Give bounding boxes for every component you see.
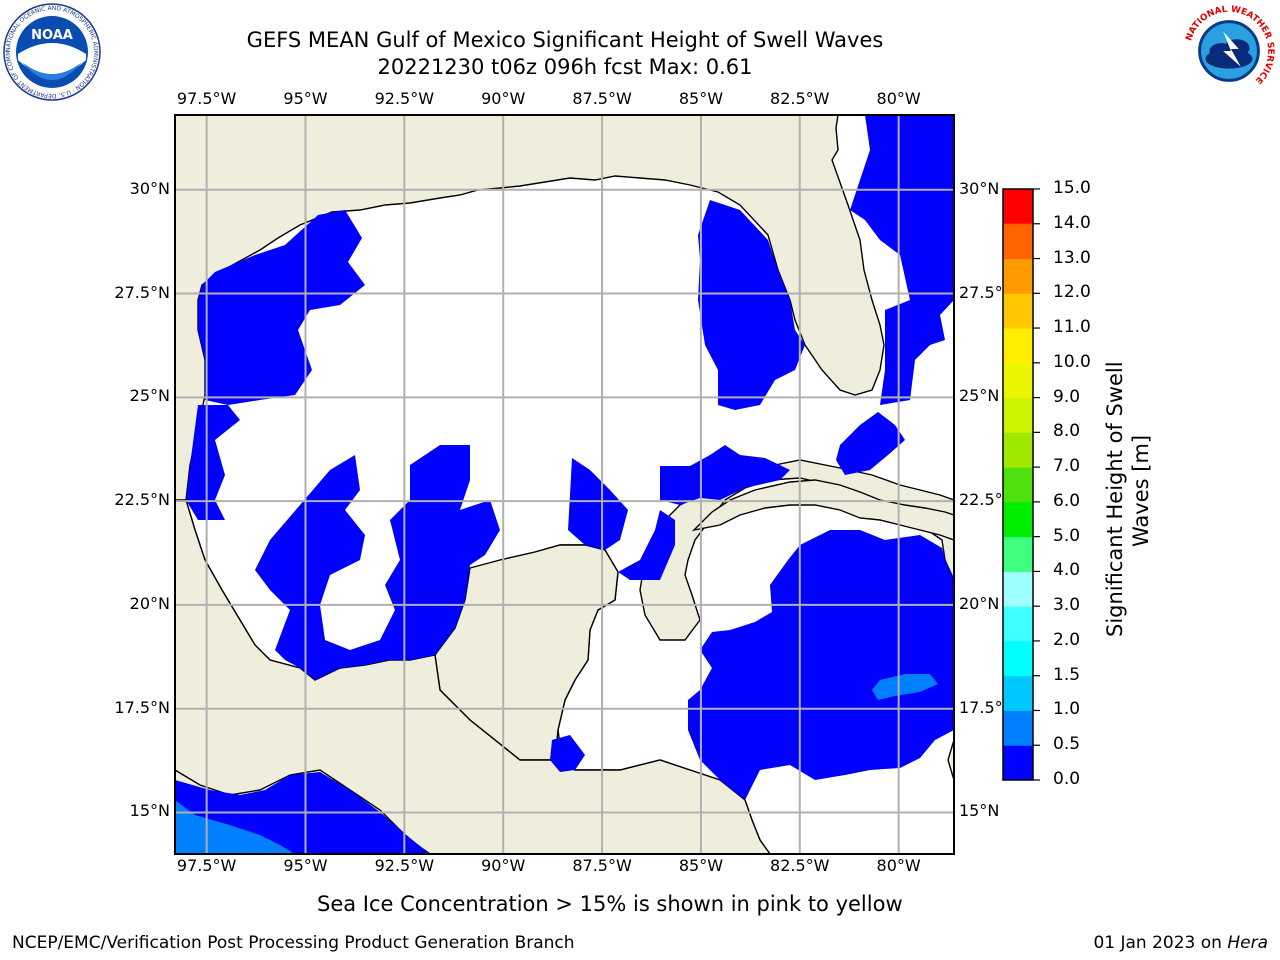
colorbar-tick-label: 13.0 bbox=[1053, 247, 1091, 268]
lon-label-top: 95°W bbox=[283, 89, 328, 108]
lon-label-bottom: 92.5°W bbox=[374, 856, 435, 875]
swell-region-west-florida bbox=[698, 200, 805, 410]
colorbar-band bbox=[1003, 606, 1033, 642]
swell-region-north-of-cuba bbox=[660, 445, 790, 505]
colorbar-band bbox=[1003, 675, 1033, 711]
lat-label-left: 30°N bbox=[129, 178, 170, 198]
swell-region-pacific-core bbox=[175, 800, 295, 854]
lat-label-right: 17.5°N bbox=[959, 697, 1015, 717]
lon-label-top: 90°W bbox=[481, 89, 526, 108]
colorbar-tick-label: 15.0 bbox=[1053, 178, 1091, 198]
lat-label-left: 15°N bbox=[129, 801, 170, 821]
colorbar-band bbox=[1003, 362, 1033, 399]
colorbar-tick-label: 9.0 bbox=[1053, 386, 1081, 407]
swell-region-texas-shelf bbox=[198, 210, 365, 405]
lon-label-bottom: 82.5°W bbox=[770, 856, 830, 875]
footer-host: Hera bbox=[1227, 933, 1268, 953]
lon-label-bottom: 95°W bbox=[283, 856, 328, 875]
lat-label-right: 27.5°N bbox=[959, 282, 1015, 302]
lon-label-top: 87.5°W bbox=[572, 89, 632, 108]
swell-0p5-1p0-layer bbox=[175, 674, 938, 854]
noaa-logo-text: NOAA bbox=[31, 28, 73, 43]
lat-label-left: 17.5°N bbox=[114, 697, 170, 717]
lat-label-left: 22.5°N bbox=[114, 490, 170, 510]
lon-label-top: 92.5°W bbox=[374, 89, 435, 108]
lon-label-top: 80°W bbox=[876, 89, 921, 108]
lon-label-top: 85°W bbox=[678, 89, 724, 108]
lon-label-bottom: 97.5°W bbox=[176, 856, 237, 875]
colorbar-tick-label: 1.0 bbox=[1053, 699, 1081, 720]
colorbar-band bbox=[1003, 640, 1033, 677]
sea-ice-note: Sea Ice Concentration > 15% is shown in … bbox=[317, 892, 903, 916]
colorbar-label-line2: Waves [m] bbox=[1129, 434, 1153, 547]
lat-label-right: 22.5°N bbox=[959, 490, 1015, 510]
map-frame bbox=[174, 114, 955, 855]
lon-label-bottom: 87.5°W bbox=[572, 856, 632, 875]
noaa-logo: NATIONAL OCEANIC AND ATMOSPHERIC ADMINIS… bbox=[2, 2, 101, 101]
colorbar-label-line1: Significant Height of Swell bbox=[1103, 361, 1127, 637]
lat-label-left: 20°N bbox=[129, 593, 170, 613]
colorbar-band bbox=[1003, 710, 1033, 746]
lat-label-right: 30°N bbox=[959, 178, 1000, 198]
colorbar-band bbox=[1003, 536, 1033, 572]
swell-region-yucatan-channel bbox=[568, 458, 628, 550]
swell-region-straits-of-florida bbox=[836, 412, 905, 475]
lon-label-bottom: 90°W bbox=[481, 856, 526, 875]
footer-date-text: 01 Jan 2023 on bbox=[1093, 933, 1228, 953]
colorbar-tick-label: 14.0 bbox=[1053, 212, 1091, 233]
colorbar bbox=[1002, 188, 1040, 781]
colorbar-band bbox=[1003, 328, 1033, 364]
colorbar-band bbox=[1003, 223, 1033, 260]
chart-subtitle: 20221230 t06z 096h fcst Max: 0.61 bbox=[377, 55, 753, 79]
footer-date: 01 Jan 2023 on Hera bbox=[1093, 933, 1268, 953]
colorbar-tick-label: 4.0 bbox=[1053, 560, 1081, 581]
colorbar-tick-label: 0.5 bbox=[1053, 734, 1081, 755]
lon-label-top: 97.5°W bbox=[176, 89, 237, 108]
colorbar-tick-label: 8.0 bbox=[1053, 421, 1081, 442]
swell-region-caribbean-core bbox=[872, 674, 938, 700]
colorbar-tick-label: 7.0 bbox=[1053, 456, 1081, 477]
colorbar-band-top bbox=[1003, 189, 1033, 224]
colorbar-tick-label: 10.0 bbox=[1053, 351, 1091, 372]
colorbar-band bbox=[1003, 258, 1033, 294]
lon-label-bottom: 85°W bbox=[678, 856, 724, 875]
colorbar-tick-label: 0.0 bbox=[1053, 769, 1081, 789]
lat-label-left: 25°N bbox=[129, 386, 170, 406]
lat-label-left: 27.5°N bbox=[114, 282, 170, 302]
swell-region-caribbean-sea bbox=[688, 530, 954, 800]
colorbar-band bbox=[1003, 571, 1033, 607]
swell-region-mexico-shelf bbox=[186, 405, 240, 520]
colorbar-tick-label: 6.0 bbox=[1053, 490, 1081, 511]
colorbar-band bbox=[1003, 293, 1033, 329]
colorbar-band bbox=[1003, 397, 1033, 433]
colorbar-tick-label: 11.0 bbox=[1053, 317, 1091, 338]
colorbar-band bbox=[1003, 467, 1033, 503]
colorbar-tick-label: 3.0 bbox=[1053, 595, 1081, 616]
colorbar-tick-label: 1.5 bbox=[1053, 664, 1081, 685]
lat-label-right: 25°N bbox=[959, 386, 1000, 406]
colorbar-band bbox=[1003, 501, 1033, 538]
swell-region-northwest-caribbean-small bbox=[618, 510, 675, 580]
footer-org: NCEP/EMC/Verification Post Processing Pr… bbox=[12, 933, 575, 953]
lat-label-right: 20°N bbox=[959, 593, 1000, 613]
lon-label-bottom: 80°W bbox=[876, 856, 921, 875]
colorbar-tick-label: 2.0 bbox=[1053, 629, 1081, 650]
swell-region-gulf-of-honduras bbox=[550, 735, 585, 772]
lat-label-right: 15°N bbox=[959, 801, 1000, 821]
swell-region-atlantic-florida bbox=[850, 115, 954, 405]
cuba bbox=[691, 479, 954, 541]
colorbar-tick-label: 12.0 bbox=[1053, 282, 1091, 303]
chart-title: GEFS MEAN Gulf of Mexico Significant Hei… bbox=[246, 28, 884, 52]
colorbar-band bbox=[1003, 745, 1033, 781]
colorbar-tick-label: 5.0 bbox=[1053, 525, 1081, 546]
swell-0-0p5-layer bbox=[175, 115, 954, 854]
swell-region-bay-of-campeche bbox=[255, 445, 500, 680]
nws-logo: NATIONAL WEATHER SERVICE bbox=[1181, 3, 1277, 99]
lon-label-top: 82.5°W bbox=[770, 89, 830, 108]
colorbar-band bbox=[1003, 432, 1033, 468]
graticule bbox=[175, 115, 954, 854]
